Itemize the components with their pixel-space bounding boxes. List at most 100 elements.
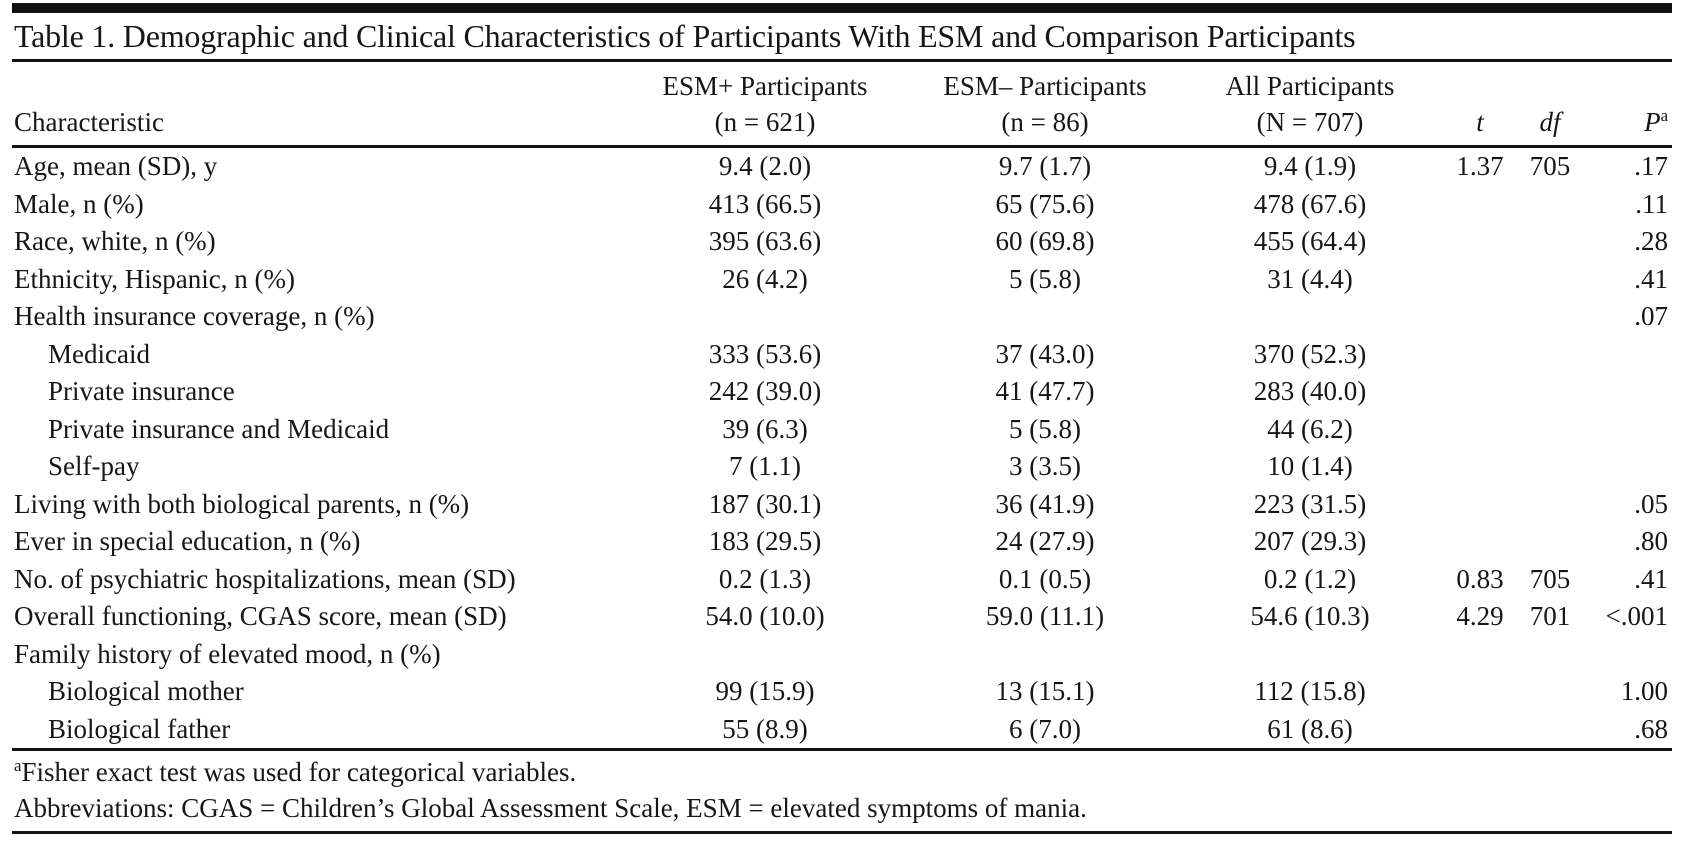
table-row: Age, mean (SD), y 9.4 (2.0) 9.7 (1.7) 9.4 (… (12, 147, 1672, 186)
table-row: Private insurance 242 (39.0) 41 (47.7) 283 … (12, 373, 1672, 411)
cell: 705 (1529, 151, 1571, 182)
table-body: Age, mean (SD), y 9.4 (2.0) 9.7 (1.7) 9.4 (… (12, 147, 1672, 749)
row-label: Race, white, n (%) (14, 226, 216, 257)
row-label: No. of psychiatric hospitalizations, mea… (14, 563, 516, 594)
cell: 55 (8.9) (722, 713, 808, 744)
cell: 395 (63.6) (708, 226, 822, 257)
col-header-t: t (1445, 62, 1515, 148)
col-header-esm-minus-n: (n = 86) (1001, 107, 1089, 137)
cell (1445, 298, 1515, 336)
cell (1515, 261, 1585, 299)
cell: 207 (29.3) (1253, 526, 1367, 557)
cell (1585, 373, 1672, 411)
table-row: Self-pay 7 (1.1) 3 (3.5) 10 (1.4) (12, 448, 1672, 486)
cell (615, 636, 915, 674)
table-row: Biological mother 99 (15.9) 13 (15.1) 112 (… (12, 673, 1672, 711)
cell: 0.83 (1456, 563, 1504, 594)
cell: 370 (52.3) (1253, 338, 1367, 369)
cell: 223 (31.5) (1253, 488, 1367, 519)
cell: 3 (3.5) (1009, 451, 1081, 482)
cell (1445, 336, 1515, 374)
cell: 183 (29.5) (708, 526, 822, 557)
table-row: Medicaid 333 (53.6) 37 (43.0) 370 (52.3) (12, 336, 1672, 374)
col-header-esm-plus: ESM+ Participants (n = 621) (615, 62, 915, 148)
cell (1585, 336, 1672, 374)
cell: 54.0 (10.0) (705, 601, 825, 632)
row-label: Overall functioning, CGAS score, mean (S… (14, 601, 507, 632)
footnote-a-marker: a (14, 756, 22, 775)
cell: 61 (8.6) (1267, 713, 1353, 744)
cell (1515, 411, 1585, 449)
cell: 31 (4.4) (1267, 263, 1353, 294)
cell (1445, 523, 1515, 561)
cell (615, 298, 915, 336)
cell: 44 (6.2) (1267, 413, 1353, 444)
table-header: Characteristic ESM+ Participants (n = 62… (12, 62, 1672, 148)
cell: 9.7 (1.7) (998, 151, 1092, 182)
cell: 10 (1.4) (1267, 451, 1353, 482)
cell (1515, 186, 1585, 224)
cell: .07 (1634, 301, 1668, 332)
cell: .41 (1634, 563, 1668, 594)
cell (1585, 636, 1672, 674)
cell: 242 (39.0) (708, 376, 822, 407)
cell: .41 (1634, 263, 1668, 294)
cell: 0.2 (1.3) (718, 563, 812, 594)
row-label: Ever in special education, n (%) (14, 526, 361, 557)
cell: 41 (47.7) (995, 376, 1095, 407)
footnote-a-text: Fisher exact test was used for categoric… (21, 757, 577, 787)
cell: 37 (43.0) (995, 338, 1095, 369)
cell (1585, 448, 1672, 486)
p-label: P (1644, 107, 1661, 137)
table-row: Ever in special education, n (%) 183 (29.… (12, 523, 1672, 561)
cell (1445, 448, 1515, 486)
table-row: Family history of elevated mood, n (%) (12, 636, 1672, 674)
cell: 333 (53.6) (708, 338, 822, 369)
cell: 283 (40.0) (1253, 376, 1367, 407)
cell (1445, 261, 1515, 299)
col-header-characteristic: Characteristic (12, 62, 615, 148)
bottom-rule (12, 831, 1672, 834)
cell (1515, 636, 1585, 674)
demographics-table: Characteristic ESM+ Participants (n = 62… (12, 62, 1672, 748)
row-label: Biological mother (48, 676, 244, 707)
cell: .80 (1634, 526, 1668, 557)
table-row: Health insurance coverage, n (%) .07 (12, 298, 1672, 336)
row-label: Private insurance (48, 376, 235, 407)
table-row: Overall functioning, CGAS score, mean (S… (12, 598, 1672, 636)
cell (1515, 298, 1585, 336)
cell (1445, 486, 1515, 524)
col-header-esm-plus-n: (n = 621) (714, 107, 816, 137)
cell (1445, 373, 1515, 411)
top-rule (12, 3, 1672, 13)
col-header-all-n: (N = 707) (1256, 107, 1364, 137)
cell: 7 (1.1) (729, 451, 801, 482)
cell: 4.29 (1456, 601, 1504, 632)
cell (1515, 673, 1585, 711)
cell: 24 (27.9) (995, 526, 1095, 557)
table-row: Biological father 55 (8.9) 6 (7.0) 61 (8.6)… (12, 711, 1672, 749)
row-label: Health insurance coverage, n (%) (14, 301, 375, 332)
cell: 478 (67.6) (1253, 188, 1367, 219)
cell: 6 (7.0) (1009, 713, 1081, 744)
cell (1175, 298, 1445, 336)
cell: 65 (75.6) (995, 188, 1095, 219)
cell: 112 (15.8) (1254, 676, 1366, 707)
table-title: Table 1. Demographic and Clinical Charac… (14, 18, 1356, 54)
col-header-esm-minus: ESM– Participants (n = 86) (915, 62, 1175, 148)
cell (1445, 636, 1515, 674)
cell (1515, 711, 1585, 749)
cell: 187 (30.1) (708, 488, 822, 519)
cell: .11 (1635, 188, 1668, 219)
cell: 13 (15.1) (995, 676, 1095, 707)
cell: 0.2 (1.2) (1263, 563, 1357, 594)
col-header-p: Pa (1585, 62, 1672, 148)
footnote-a: aFisher exact test was used for categori… (12, 754, 1672, 790)
col-header-all: All Participants (N = 707) (1175, 62, 1445, 148)
cell: .05 (1634, 488, 1668, 519)
cell (1515, 373, 1585, 411)
cell: 9.4 (2.0) (718, 151, 812, 182)
cell: .28 (1634, 226, 1668, 257)
title-rule (12, 59, 1672, 62)
cell: 60 (69.8) (995, 226, 1095, 257)
